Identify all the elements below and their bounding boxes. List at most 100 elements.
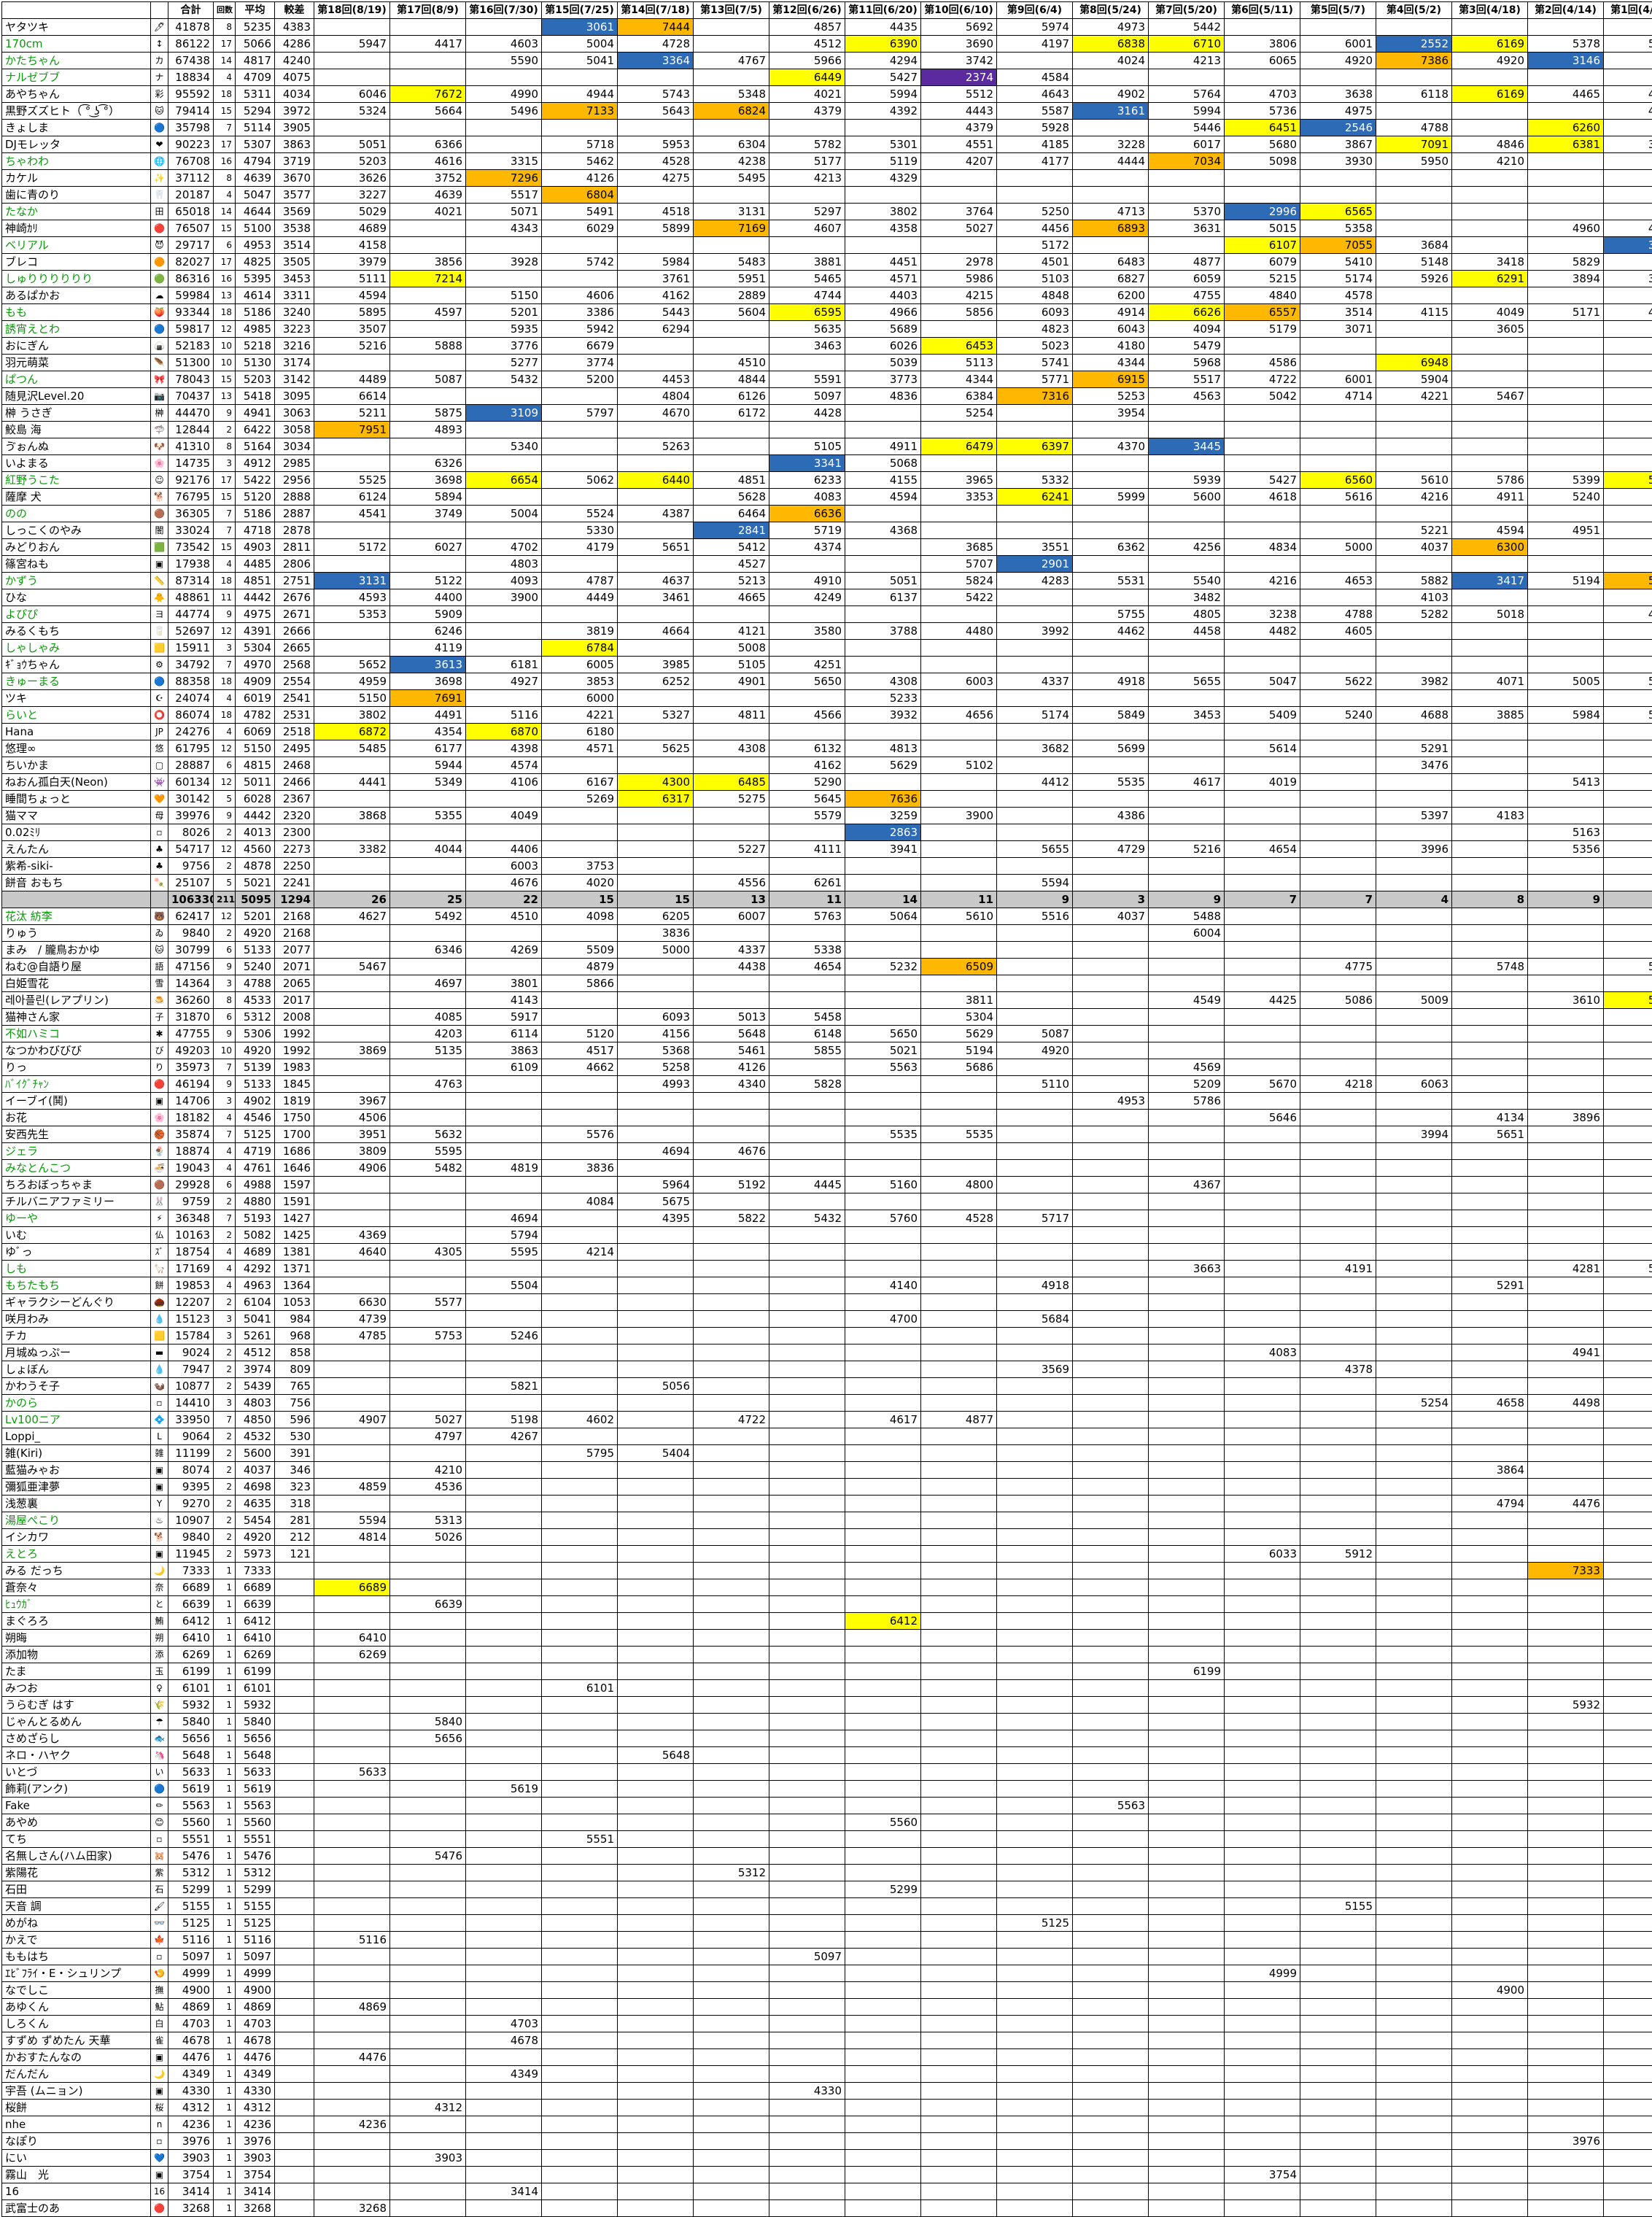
round-score — [694, 1546, 769, 1563]
total-score: 3976 — [168, 2133, 214, 2150]
round-score — [845, 1865, 921, 1881]
round-score: 5291 — [1452, 1277, 1528, 1294]
round-score: 6893 — [1073, 220, 1149, 237]
play-count: 1 — [214, 2032, 236, 2049]
average-score: 5130 — [236, 355, 275, 371]
round-score — [618, 1798, 694, 1814]
round-score: 5098 — [1225, 153, 1300, 170]
round-score: 5476 — [390, 1848, 466, 1865]
round-score: 4269 — [466, 942, 542, 959]
round-score — [1376, 1764, 1452, 1781]
round-score — [694, 2016, 769, 2032]
round-score — [466, 1881, 542, 1898]
round-score — [1376, 1647, 1452, 1663]
round-score — [314, 942, 390, 959]
round-score — [769, 1613, 845, 1630]
round-score — [1225, 1949, 1300, 1965]
round-score — [1452, 757, 1528, 774]
round-score: 5742 — [542, 254, 618, 271]
round-score — [1604, 1730, 1652, 1747]
round-score: 5968 — [1149, 355, 1225, 371]
round-score — [1149, 2083, 1225, 2100]
score-spread: 2168 — [275, 925, 314, 942]
total-score: 4349 — [168, 2066, 214, 2083]
round-score: 5646 — [1225, 1110, 1300, 1126]
round-score: 5782 — [769, 136, 845, 153]
round-score — [542, 1546, 618, 1563]
total-score: 11199 — [168, 1445, 214, 1462]
round-score — [1149, 875, 1225, 891]
total-score: 9064 — [168, 1428, 214, 1445]
round-score — [1300, 69, 1376, 86]
round-score — [618, 1395, 694, 1412]
average-score: 4485 — [236, 556, 275, 573]
round-score — [618, 2032, 694, 2049]
round-score — [1604, 2167, 1652, 2183]
play-count: 4 — [214, 556, 236, 573]
round-score — [1149, 1915, 1225, 1932]
score-spread: 2811 — [275, 539, 314, 556]
round-score — [997, 1496, 1073, 1512]
round-score — [921, 522, 997, 539]
player-name: 鮫島 海 — [2, 422, 151, 438]
round-score — [1528, 1529, 1604, 1546]
round-score — [466, 1546, 542, 1563]
round-score — [542, 1479, 618, 1496]
round-score: 4444 — [1073, 153, 1149, 170]
player-icon: 玉 — [151, 1663, 168, 1680]
round-score: 5409 — [1225, 707, 1300, 724]
round-score — [1073, 2066, 1149, 2083]
round-score: 3228 — [1073, 136, 1149, 153]
score-spread: 391 — [275, 1445, 314, 1462]
player-name: かずう — [2, 573, 151, 589]
round-score — [921, 606, 997, 623]
round-score — [1604, 1143, 1652, 1160]
round-score: 4848 — [997, 287, 1073, 304]
player-icon: ▣ — [151, 1546, 168, 1563]
round-score: 5495 — [694, 170, 769, 187]
score-spread — [275, 2100, 314, 2116]
player-icon: び — [151, 1042, 168, 1059]
round-score: 4021 — [769, 86, 845, 103]
round-score: 3580 — [769, 623, 845, 640]
round-score: 5203 — [314, 153, 390, 170]
round-score — [1604, 506, 1652, 522]
round-score — [845, 1160, 921, 1177]
round-score: 6915 — [1073, 371, 1149, 388]
round-score — [1149, 1579, 1225, 1596]
round-score: 9 — [997, 891, 1073, 908]
player-icon — [151, 891, 168, 908]
round-score — [466, 19, 542, 36]
player-icon: 🍨 — [151, 1143, 168, 1160]
round-score — [997, 1529, 1073, 1546]
round-score — [694, 1730, 769, 1747]
round-score — [1073, 1378, 1149, 1395]
round-score — [542, 1764, 618, 1781]
round-score: 5467 — [314, 959, 390, 975]
round-score: 6181 — [466, 657, 542, 673]
round-score: 5269 — [542, 791, 618, 808]
round-score — [694, 1596, 769, 1613]
round-score: 4662 — [542, 1059, 618, 1076]
average-score: 5120 — [236, 489, 275, 506]
round-score — [1452, 1009, 1528, 1026]
round-score: 5483 — [694, 254, 769, 271]
play-count: 2 — [214, 1529, 236, 1546]
round-score: 4312 — [390, 2100, 466, 2116]
round-score — [997, 791, 1073, 808]
round-score — [921, 975, 997, 992]
player-icon: 💧 — [151, 1361, 168, 1378]
average-score: 5656 — [236, 1730, 275, 1747]
player-name: ちゃわわ — [2, 153, 151, 170]
average-score: 6199 — [236, 1663, 275, 1680]
average-score: 5133 — [236, 1076, 275, 1093]
round-score — [1604, 1126, 1652, 1143]
play-count: 2 — [214, 1294, 236, 1311]
round-score — [1528, 908, 1604, 925]
round-score: 2996 — [1225, 204, 1300, 220]
